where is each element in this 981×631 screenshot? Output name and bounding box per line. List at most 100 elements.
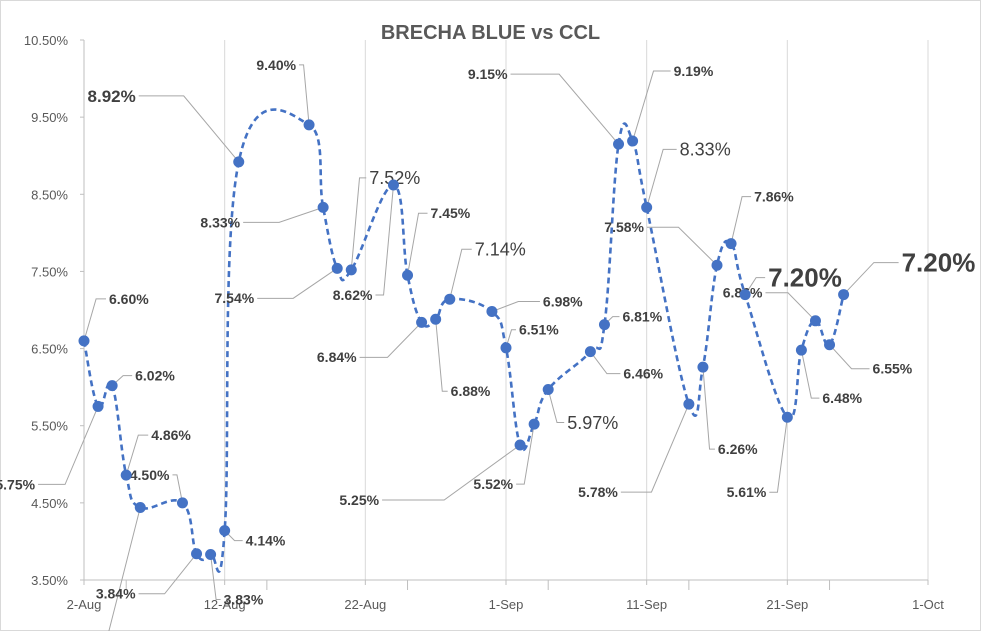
label-leader-line [435,319,448,392]
data-point [838,289,850,301]
data-label: 7.58% [604,219,644,235]
x-tick-label: 1-Sep [489,597,524,612]
data-label: 6.02% [135,368,175,384]
data-point [584,346,596,358]
data-point [444,293,456,305]
y-tick-label: 8.50% [31,187,68,202]
label-leader-line [299,64,310,125]
data-point [106,380,118,392]
data-point [416,316,428,328]
data-label: 3.84% [96,586,136,602]
label-leader-line [257,267,338,299]
data-label: 5.75% [0,476,36,492]
label-leader-line [449,248,472,300]
y-tick-label: 10.50% [24,33,69,48]
data-label: 8.92% [88,87,136,106]
data-point [683,398,695,410]
chart-title: BRECHA BLUE vs CCL [380,22,601,44]
data-label: 3.83% [224,591,264,607]
label-leader-line [382,444,521,501]
data-label: 9.15% [468,66,508,82]
label-leader-line [632,70,671,142]
y-tick-label: 5.50% [31,419,68,434]
label-leader-line [769,417,788,493]
label-leader-line [350,177,367,270]
data-point [78,335,90,347]
data-label: 6.46% [623,366,663,382]
data-label: 7.20% [768,263,842,293]
label-leader-line [647,226,718,266]
data-point [725,238,737,250]
y-tick-label: 9.50% [31,110,68,125]
label-leader-line [375,184,394,296]
data-label: 8.33% [200,214,240,230]
label-leader-line [108,507,141,631]
x-tick-label: 11-Sep [626,597,667,612]
label-leader-line [730,196,752,244]
y-tick-label: 6.50% [31,342,68,357]
label-leader-line [590,351,621,375]
data-point [528,418,540,430]
label-leader-line [516,424,535,485]
label-leader-line [83,298,106,341]
x-tick-label: 12-Aug [204,597,246,612]
x-tick-label: 2-Aug [67,597,102,612]
label-leader-line [744,277,766,295]
label-leader-line [800,350,820,399]
data-label: 4.50% [130,467,170,483]
data-point [824,339,836,351]
data-point [317,201,329,213]
data-label: 4.86% [151,427,191,443]
label-leader-line [646,148,677,208]
data-label: 7.54% [214,290,254,306]
data-label: 6.26% [718,441,758,457]
data-point [191,548,203,560]
data-label: 6.55% [873,361,913,377]
label-leader-line [38,406,99,485]
data-label: 6.84% [317,349,357,365]
data-point [739,289,751,301]
data-point [387,179,399,191]
data-point [331,262,343,274]
data-label: 6.98% [543,293,583,309]
data-label: 7.20% [902,248,976,278]
data-point [795,344,807,356]
data-point [303,119,315,131]
data-point [514,439,526,451]
label-leader-line [547,389,565,423]
label-leader-line [702,367,715,450]
label-leader-line [243,206,324,223]
data-label: 6.88% [451,383,491,399]
y-tick-label: 7.50% [31,264,68,279]
data-label: 5.97% [567,413,618,433]
data-point [809,315,821,327]
data-point [697,361,709,373]
data-point [486,306,498,318]
data-label: 4.14% [246,533,286,549]
label-leader-line [407,212,428,276]
y-tick-label: 3.50% [31,573,68,588]
data-point [219,525,231,537]
label-leader-line [359,321,422,358]
data-label: 8.33% [680,140,731,160]
x-tick-label: 22-Aug [344,597,386,612]
data-point [345,264,357,276]
label-leader-line [491,301,540,313]
data-point [205,549,217,561]
data-point [233,156,245,168]
data-point [781,411,793,423]
label-leader-line [510,73,619,145]
data-point [176,497,188,509]
data-point [92,400,104,412]
label-leader-line [829,344,870,370]
data-label: 6.48% [822,390,862,406]
data-point [542,383,554,395]
label-leader-line [620,403,690,493]
data-label: 9.40% [256,57,296,73]
data-point [402,269,414,281]
data-point [598,319,610,331]
label-leader-line [138,553,197,595]
data-point [627,135,639,147]
data-label: 5.78% [578,484,618,500]
